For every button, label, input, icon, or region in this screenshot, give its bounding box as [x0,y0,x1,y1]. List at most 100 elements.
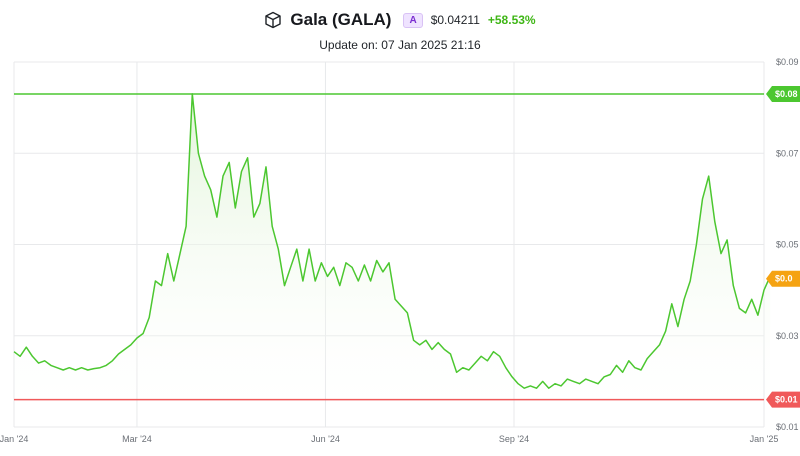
price-point[interactable] [411,338,416,343]
price-point[interactable] [602,374,607,379]
price-point[interactable] [184,224,189,229]
price-point[interactable] [553,381,558,386]
price-point[interactable] [491,349,496,354]
price-point[interactable] [178,251,183,256]
price-point[interactable] [227,160,232,165]
price-point[interactable] [399,304,404,309]
price-point[interactable] [423,338,428,343]
price-point[interactable] [682,297,687,302]
price-point[interactable] [153,279,158,284]
price-point[interactable] [589,379,594,384]
price-line[interactable] [13,93,771,389]
price-point[interactable] [485,358,490,363]
price-point[interactable] [337,283,342,288]
price-point[interactable] [98,365,103,370]
price-point[interactable] [165,251,170,256]
price-point[interactable] [743,310,748,315]
price-point[interactable] [460,365,465,370]
price-point[interactable] [755,313,760,318]
price-point[interactable] [104,363,109,368]
price-point[interactable] [214,215,219,220]
price-point[interactable] [497,354,502,359]
price-point[interactable] [503,365,508,370]
price-point[interactable] [528,383,533,388]
price-point[interactable] [645,356,650,361]
price-point[interactable] [596,381,601,386]
price-point[interactable] [651,349,656,354]
price-point[interactable] [522,386,527,391]
price-point[interactable] [688,279,693,284]
price-point[interactable] [91,366,96,371]
price-point[interactable] [454,370,459,375]
price-point[interactable] [147,315,152,320]
price-point[interactable] [405,310,410,315]
price-point[interactable] [264,164,269,169]
price-point[interactable] [245,155,250,160]
price-point[interactable] [663,329,668,334]
price-point[interactable] [116,352,121,357]
price-point[interactable] [251,215,256,220]
price-point[interactable] [731,283,736,288]
price-point[interactable] [534,386,539,391]
price-point[interactable] [294,247,299,252]
price-point[interactable] [110,358,115,363]
price-point[interactable] [196,151,201,156]
price-point[interactable] [571,379,576,384]
price-point[interactable] [669,301,674,306]
price-point[interactable] [442,347,447,352]
price-point[interactable] [85,368,90,373]
price-point[interactable] [675,324,680,329]
price-point[interactable] [282,283,287,288]
price-point[interactable] [73,368,78,373]
price-point[interactable] [510,374,515,379]
price-point[interactable] [700,196,705,201]
price-point[interactable] [737,306,742,311]
price-point[interactable] [233,206,238,211]
price-point[interactable] [430,347,435,352]
price-point[interactable] [540,379,545,384]
price-point[interactable] [368,279,373,284]
price-point[interactable] [36,361,41,366]
price-point[interactable] [159,283,164,288]
price-point[interactable] [639,368,644,373]
rating-badge[interactable]: A [403,12,423,28]
price-point[interactable] [657,342,662,347]
price-point[interactable] [620,370,625,375]
price-point[interactable] [632,365,637,370]
price-point[interactable] [319,260,324,265]
price-point[interactable] [67,365,72,370]
price-point[interactable] [712,219,717,224]
price-point[interactable] [608,372,613,377]
price-point[interactable] [577,381,582,386]
price-point[interactable] [325,274,330,279]
price-point[interactable] [559,383,564,388]
price-point[interactable] [128,342,133,347]
price-point[interactable] [417,342,422,347]
price-point[interactable] [239,169,244,174]
price-point[interactable] [257,201,262,206]
price-point[interactable] [694,242,699,247]
price-point[interactable] [436,340,441,345]
price-point[interactable] [300,279,305,284]
price-point[interactable] [565,377,570,382]
price-point[interactable] [141,331,146,336]
price-point[interactable] [55,365,60,370]
price-point[interactable] [122,347,127,352]
price-point[interactable] [516,381,521,386]
price-point[interactable] [202,174,207,179]
price-point[interactable] [313,279,318,284]
price-point[interactable] [18,354,23,359]
price-point[interactable] [466,368,471,373]
price-point[interactable] [79,365,84,370]
price-point[interactable] [393,297,398,302]
price-point[interactable] [30,354,35,359]
price-point[interactable] [356,279,361,284]
price-point[interactable] [288,265,293,270]
price-point[interactable] [380,269,385,274]
price-point[interactable] [331,265,336,270]
price-point[interactable] [276,247,281,252]
price-point[interactable] [171,279,176,284]
price-point[interactable] [344,260,349,265]
price-point[interactable] [374,258,379,263]
price-point[interactable] [387,260,392,265]
